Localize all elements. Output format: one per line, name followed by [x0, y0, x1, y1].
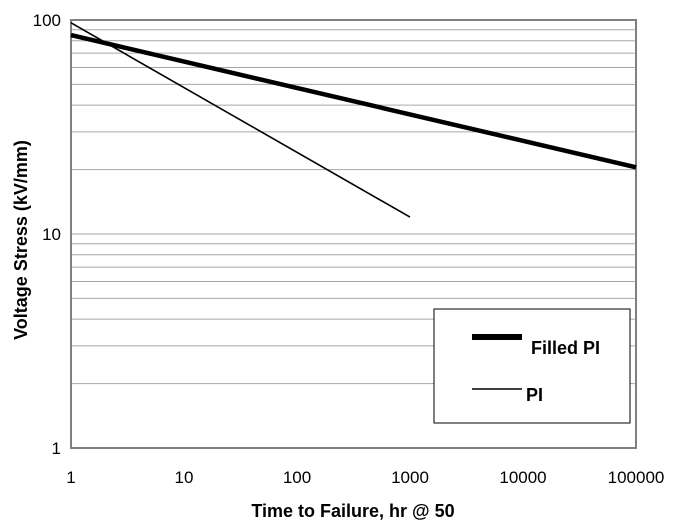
x-tick-label: 100: [283, 468, 311, 487]
x-tick-label: 10000: [499, 468, 546, 487]
x-tick-label: 1000: [391, 468, 429, 487]
legend-box: [433, 308, 631, 424]
legend-label-filled-pi: Filled PI: [531, 338, 600, 358]
x-tick-label: 10: [175, 468, 194, 487]
plot-area-frame: [70, 19, 637, 449]
y-tick-label: 10: [42, 225, 61, 244]
series-line-filled-pi: [70, 32, 637, 170]
legend-label-pi: PI: [526, 385, 543, 405]
series-layer: [70, 22, 637, 218]
legend: Filled PI PI: [433, 308, 631, 424]
series-line-pi: [70, 22, 411, 218]
y-axis-title: Voltage Stress (kV/mm): [11, 140, 31, 340]
gridlines: [71, 29, 636, 385]
y-tick-label: 1: [52, 439, 61, 458]
y-tick-labels: 1 10 100: [33, 11, 61, 458]
x-axis-title: Time to Failure, hr @ 50: [251, 501, 454, 521]
x-tick-label: 100000: [608, 468, 665, 487]
y-tick-label: 100: [33, 11, 61, 30]
x-tick-label: 1: [66, 468, 75, 487]
x-tick-labels: 1 10 100 1000 10000 100000: [66, 468, 664, 487]
